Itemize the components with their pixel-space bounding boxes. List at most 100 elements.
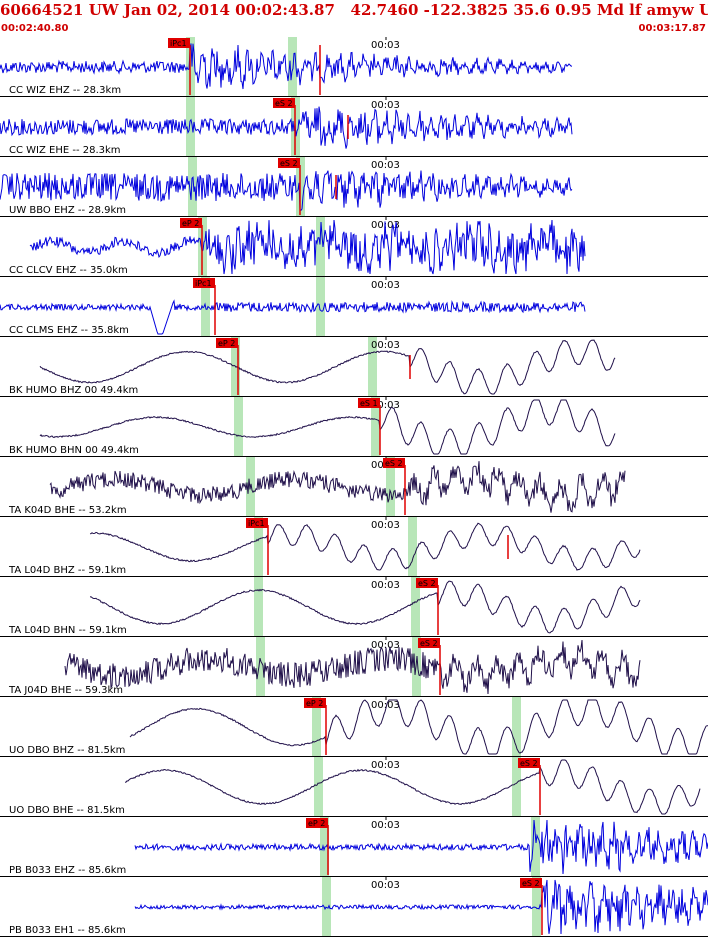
phase-pick-label: eP 2: [218, 339, 235, 348]
time-tick-label: 00:03: [371, 520, 400, 531]
trace-row: 00:03 eP 2 UO DBO BHZ -- 81.5km: [0, 697, 708, 757]
phase-band: [188, 157, 197, 217]
waveform: [134, 819, 708, 875]
phase-band: [288, 37, 297, 97]
waveform: [64, 639, 641, 695]
phase-band: [412, 637, 421, 697]
trace-row: 00:03 iPc1 CC WIZ EHZ -- 28.3km: [0, 37, 708, 97]
waveform: [0, 299, 586, 335]
station-label: TA K04D BHE -- 53.2km: [8, 505, 127, 516]
phase-band: [532, 877, 541, 937]
phase-pick-label: iPc1: [195, 279, 212, 288]
waveform: [134, 879, 708, 935]
phase-pick-flag: [216, 338, 238, 348]
trace-row: 00:03 eS 2 CC WIZ EHE -- 28.3km: [0, 97, 708, 157]
phase-pick-flag: [246, 518, 268, 528]
waveform: [89, 580, 641, 634]
phase-band: [531, 817, 540, 877]
event-header: 60664521 UW Jan 02, 2014 00:02:43.87 42.…: [0, 1, 708, 19]
window-end-time: 00:03:17.87: [638, 23, 706, 34]
trace-row: 00:03 eS 2 PB B033 EH1 -- 85.6km: [0, 877, 708, 937]
phase-pick-label: eS 2: [280, 159, 298, 168]
seismogram-panel[interactable]: 00:03 iPc1 CC WIZ EHZ -- 28.3km 00:03 eS 2 CC…: [0, 37, 708, 938]
station-label: PB B033 EHZ -- 85.6km: [9, 865, 126, 876]
phase-pick-flag: [383, 458, 405, 468]
phase-pick-flag: [518, 758, 540, 768]
phase-pick-flag: [416, 578, 438, 588]
phase-pick-flag: [306, 818, 328, 828]
phase-pick-flag: [304, 698, 326, 708]
waveform: [0, 43, 573, 90]
waveform: [129, 699, 708, 755]
phase-band: [254, 577, 263, 637]
phase-pick-label: eS 2: [418, 579, 436, 588]
phase-band: [368, 337, 377, 397]
station-label: TA J04D BHE -- 59.3km: [8, 685, 123, 696]
trace-row: 00:03 eP 2 BK HUMO BHZ 00 49.4km: [0, 337, 708, 397]
phase-pick-flag: [418, 638, 440, 648]
station-label: UO DBO BHZ -- 81.5km: [9, 745, 125, 756]
waveform: [39, 399, 616, 455]
window-start-time: 00:02:40.80: [1, 23, 69, 34]
trace-row: 00:03 eS 2 UO DBO BHE -- 81.5km: [0, 757, 708, 817]
station-label: BK HUMO BHN 00 49.4km: [9, 445, 139, 456]
phase-band: [371, 397, 380, 457]
phase-band: [312, 697, 321, 757]
phase-band: [316, 217, 325, 277]
phase-band: [408, 517, 417, 577]
phase-pick-label: eS 2: [420, 639, 438, 648]
waveform: [49, 461, 626, 513]
phase-pick-flag: [180, 218, 202, 228]
time-tick-label: 00:03: [371, 100, 400, 111]
phase-pick-label: eS 2: [520, 759, 538, 768]
station-label: TA L04D BHZ -- 59.1km: [8, 565, 126, 576]
phase-pick-flag: [168, 38, 190, 48]
phase-band: [186, 97, 195, 157]
phase-pick-flag: [358, 398, 380, 408]
trace-row: 00:03 iPc1 CC CLMS EHZ -- 35.8km: [0, 277, 708, 337]
waveform: [39, 339, 616, 395]
phase-pick-label: eS 2: [385, 459, 403, 468]
station-label: TA L04D BHN -- 59.1km: [8, 625, 127, 636]
phase-pick-label: eP 2: [306, 699, 323, 708]
trace-row: 00:03 eS 2 TA L04D BHN -- 59.1km: [0, 577, 708, 637]
time-tick-label: 00:03: [371, 40, 400, 51]
phase-pick-label: eS 2: [275, 99, 293, 108]
phase-pick-label: iPc1: [170, 39, 187, 48]
phase-pick-label: eP 2: [182, 219, 199, 228]
time-tick-label: 00:03: [371, 280, 400, 291]
time-tick-label: 00:03: [371, 820, 400, 831]
waveform: [89, 522, 641, 571]
phase-band: [512, 697, 521, 757]
station-label: PB B033 EH1 -- 85.6km: [9, 925, 126, 936]
time-tick-label: 00:03: [371, 700, 400, 711]
waveform: [124, 759, 701, 815]
phase-pick-label: iPc1: [248, 519, 265, 528]
trace-row: 00:03 eP 2 PB B033 EHZ -- 85.6km: [0, 817, 708, 877]
station-label: BK HUMO BHZ 00 49.4km: [9, 385, 138, 396]
trace-row: 00:03 iPc1 TA L04D BHZ -- 59.1km: [0, 517, 708, 577]
station-label: CC WIZ EHZ -- 28.3km: [9, 85, 121, 96]
phase-band: [314, 757, 323, 817]
phase-band: [411, 577, 420, 637]
time-tick-label: 00:03: [371, 400, 400, 411]
station-label: CC WIZ EHE -- 28.3km: [9, 145, 121, 156]
station-label: UW BBO EHZ -- 28.9km: [9, 205, 126, 216]
phase-pick-label: eS 1: [360, 399, 378, 408]
phase-pick-flag: [193, 278, 215, 288]
station-label: UO DBO BHE -- 81.5km: [9, 805, 125, 816]
phase-pick-flag: [520, 878, 542, 888]
phase-pick-flag: [278, 158, 300, 168]
time-tick-label: 00:03: [371, 580, 400, 591]
trace-row: 00:03 eS 2 TA J04D BHE -- 59.3km: [0, 637, 708, 697]
time-tick-label: 00:03: [371, 880, 400, 891]
phase-band: [512, 757, 521, 817]
phase-band: [256, 637, 265, 697]
phase-pick-label: eP 2: [308, 819, 325, 828]
waveform: [0, 170, 573, 211]
phase-pick-flag: [273, 98, 295, 108]
station-label: CC CLMS EHZ -- 35.8km: [9, 325, 129, 336]
time-tick-label: 00:03: [371, 760, 400, 771]
